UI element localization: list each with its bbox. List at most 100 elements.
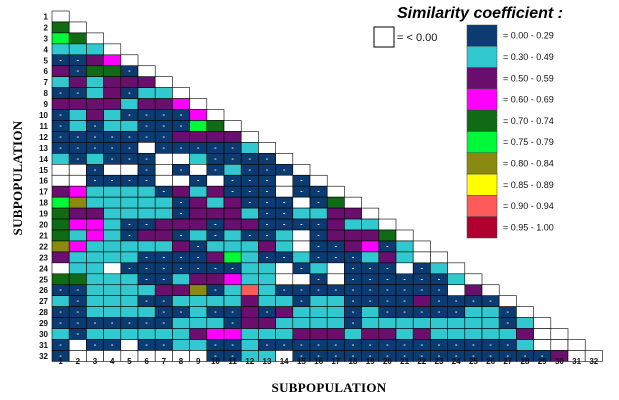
cell-negative-mark: - <box>352 254 355 261</box>
heatmap-cell <box>481 284 500 296</box>
heatmap-cell <box>189 295 208 307</box>
heatmap-cell <box>120 240 139 253</box>
heatmap-cell <box>258 328 276 340</box>
legend-label: = 0.85 - 0.89 <box>503 180 554 190</box>
legend-label: = 0.60 - 0.69 <box>503 95 554 105</box>
cell-negative-mark: - <box>386 353 389 360</box>
col-tick-label: 12 <box>245 357 254 366</box>
cell-negative-mark: - <box>111 134 114 141</box>
cell-negative-mark: - <box>111 156 114 163</box>
heatmap-cell <box>154 240 173 253</box>
heatmap-cell <box>51 295 70 307</box>
cell-negative-mark: - <box>249 232 252 239</box>
legend-swatch <box>466 152 498 175</box>
heatmap-cell <box>103 87 122 99</box>
cell-negative-mark: - <box>214 265 217 272</box>
cell-negative-mark: - <box>472 298 475 305</box>
cell-negative-mark: - <box>214 232 217 239</box>
row-tick-label: 21 <box>39 231 48 240</box>
col-tick-label: 14 <box>280 357 289 366</box>
cell-negative-mark: - <box>524 353 527 360</box>
col-tick-label: 17 <box>331 357 340 366</box>
cell-negative-mark: - <box>77 331 80 338</box>
heatmap-cell <box>395 317 414 329</box>
cell-negative-mark: - <box>214 156 217 163</box>
row-tick-label: 13 <box>39 144 48 153</box>
cell-negative-mark: - <box>386 243 389 250</box>
heatmap-cell <box>223 164 242 176</box>
cell-negative-mark: - <box>352 265 355 272</box>
heatmap-cell <box>172 328 190 340</box>
heatmap-cell <box>154 98 173 110</box>
cell-negative-mark: - <box>249 178 252 185</box>
heatmap-cell <box>344 229 362 242</box>
cell-negative-mark: - <box>386 342 389 349</box>
heatmap-cell <box>206 174 225 187</box>
heatmap-cell <box>86 32 104 45</box>
heatmap-cell <box>68 98 87 110</box>
heatmap-cell <box>120 164 139 176</box>
heatmap-cell <box>103 43 122 56</box>
cell-negative-mark: - <box>145 134 148 141</box>
heatmap-cell <box>206 207 225 220</box>
heatmap-cell <box>189 229 208 242</box>
cell-negative-mark: - <box>145 167 148 174</box>
cell-negative-mark: - <box>163 145 166 152</box>
heatmap-cell <box>309 295 328 307</box>
heatmap-cell <box>189 306 208 318</box>
cell-negative-mark: - <box>300 265 303 272</box>
heatmap-cell <box>86 185 104 198</box>
cell-negative-mark: - <box>300 222 303 229</box>
heatmap-cell <box>326 273 345 286</box>
heatmap-cell <box>68 43 87 56</box>
cell-negative-mark: - <box>266 211 269 218</box>
heatmap-cell <box>172 153 190 165</box>
cell-negative-mark: - <box>77 320 80 327</box>
heatmap-cell <box>154 284 173 296</box>
heatmap-cell <box>189 339 208 351</box>
legend-swatch <box>466 195 498 217</box>
cell-negative-mark: - <box>77 309 80 316</box>
heatmap-cell <box>240 218 259 231</box>
heatmap-cell <box>292 196 311 209</box>
cell-negative-mark: - <box>352 342 355 349</box>
cell-negative-mark: - <box>59 90 62 97</box>
row-tick-label: 29 <box>39 319 48 328</box>
heatmap-cell <box>103 328 122 340</box>
cell-negative-mark: - <box>94 342 97 349</box>
row-tick-label: 23 <box>39 253 48 262</box>
cell-negative-mark: - <box>386 309 389 316</box>
heatmap-cell <box>344 240 362 253</box>
heatmap-cell <box>516 317 534 329</box>
heatmap-cell <box>137 328 156 340</box>
heatmap-cell <box>206 295 225 307</box>
heatmap-cell <box>258 262 276 275</box>
cell-negative-mark: - <box>403 353 406 360</box>
heatmap-cell <box>378 328 397 340</box>
heatmap-cell <box>292 317 311 329</box>
cell-negative-mark: - <box>94 178 97 185</box>
heatmap-cell <box>584 350 603 362</box>
cell-negative-mark: - <box>94 167 97 174</box>
cell-negative-mark: - <box>489 342 492 349</box>
cell-negative-mark: - <box>421 353 424 360</box>
cell-negative-mark: - <box>266 254 269 261</box>
legend-label: = 0.90 - 0.94 <box>503 201 554 211</box>
cell-negative-mark: - <box>421 276 424 283</box>
cell-negative-mark: - <box>249 156 252 163</box>
heatmap-cell <box>275 185 294 198</box>
heatmap-cell <box>154 218 173 231</box>
cell-negative-mark: - <box>369 298 372 305</box>
col-tick-label: 18 <box>349 357 358 366</box>
cell-negative-mark: - <box>352 353 355 360</box>
col-tick-label: 23 <box>435 357 444 366</box>
legend-label: = 0.30 - 0.49 <box>503 52 554 62</box>
heatmap-cell <box>68 21 87 34</box>
cell-negative-mark: - <box>111 342 114 349</box>
cell-negative-mark: - <box>180 254 183 261</box>
heatmap-cell <box>206 109 225 121</box>
cell-negative-mark: - <box>180 123 183 130</box>
cell-negative-mark: - <box>317 276 320 283</box>
row-tick-label: 3 <box>44 34 49 43</box>
heatmap-cell <box>275 306 294 318</box>
